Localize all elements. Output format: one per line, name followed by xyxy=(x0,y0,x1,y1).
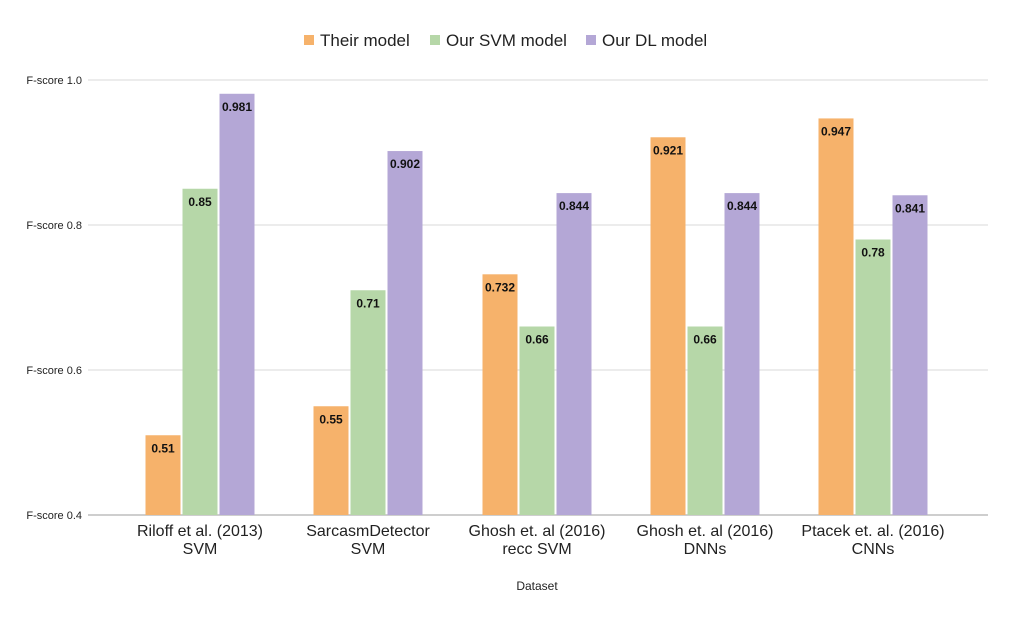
bar xyxy=(556,193,592,515)
legend-swatch xyxy=(586,35,596,45)
x-category-label-line: Ptacek et. al. (2016) xyxy=(801,523,944,540)
y-tick-labels: F-score 0.4 F-score 0.6 F-score 0.8 F-score… xyxy=(26,75,82,522)
data-label: 0.844 xyxy=(559,199,589,213)
legend-swatch xyxy=(304,35,314,45)
bar xyxy=(350,290,386,515)
bar xyxy=(650,137,686,515)
x-category-label-line: recc SVM xyxy=(502,541,571,558)
data-label: 0.66 xyxy=(693,333,717,347)
x-category-label: Ghosh et. al (2016) recc SVM xyxy=(469,523,606,558)
data-label: 0.71 xyxy=(356,296,380,310)
data-label: 0.51 xyxy=(151,441,175,455)
data-label: 0.981 xyxy=(222,100,252,114)
x-category-label: Ptacek et. al. (2016) CNNs xyxy=(801,523,944,558)
data-label: 0.902 xyxy=(390,157,420,171)
x-axis-title: Dataset xyxy=(516,579,558,593)
x-category-label-line: SarcasmDetector xyxy=(306,523,430,540)
bar xyxy=(687,326,723,515)
bars xyxy=(145,93,928,516)
legend-label: Our DL model xyxy=(602,31,707,50)
data-label: 0.844 xyxy=(727,199,757,213)
bar xyxy=(387,151,423,516)
y-tick-label: F-score 0.4 xyxy=(26,510,82,522)
x-category-label-line: Riloff et al. (2013) xyxy=(137,523,263,540)
legend-label: Our SVM model xyxy=(446,31,567,50)
bar xyxy=(855,239,891,515)
y-tick-label: F-score 0.6 xyxy=(26,365,82,377)
data-label: 0.841 xyxy=(895,201,925,215)
bar xyxy=(219,93,255,516)
legend: Their model Our SVM model Our DL model xyxy=(304,31,707,50)
data-labels: 0.51 0.55 0.732 0.921 0.947 0.85 0.71 0.66 0.66 0… xyxy=(151,100,925,455)
data-label: 0.732 xyxy=(485,280,515,294)
x-category-label-line: Ghosh et. al (2016) xyxy=(469,523,606,540)
bar xyxy=(818,118,854,516)
bar xyxy=(482,274,518,515)
bar xyxy=(892,195,928,515)
x-category-label-line: SVM xyxy=(351,541,386,558)
x-category-label: Ghosh et. al (2016) DNNs xyxy=(637,523,774,558)
data-label: 0.85 xyxy=(188,195,212,209)
bar xyxy=(313,406,349,515)
x-category-label: SarcasmDetector SVM xyxy=(306,523,430,558)
data-label: 0.921 xyxy=(653,143,683,157)
bar xyxy=(724,193,760,515)
y-tick-label: F-score 1.0 xyxy=(26,75,82,87)
x-category-label-line: Ghosh et. al (2016) xyxy=(637,523,774,540)
x-category-label: Riloff et al. (2013) SVM xyxy=(137,523,263,558)
x-category-label-line: CNNs xyxy=(852,541,895,558)
bar xyxy=(182,188,218,515)
bar xyxy=(519,326,555,515)
x-category-label-line: DNNs xyxy=(684,541,727,558)
data-label: 0.66 xyxy=(525,333,549,347)
data-label: 0.78 xyxy=(861,246,885,260)
legend-swatch xyxy=(430,35,440,45)
bar xyxy=(145,435,181,515)
y-tick-label: F-score 0.8 xyxy=(26,220,82,232)
x-category-label-line: SVM xyxy=(183,541,218,558)
legend-label: Their model xyxy=(320,31,410,50)
data-label: 0.947 xyxy=(821,124,851,138)
data-label: 0.55 xyxy=(319,412,343,426)
